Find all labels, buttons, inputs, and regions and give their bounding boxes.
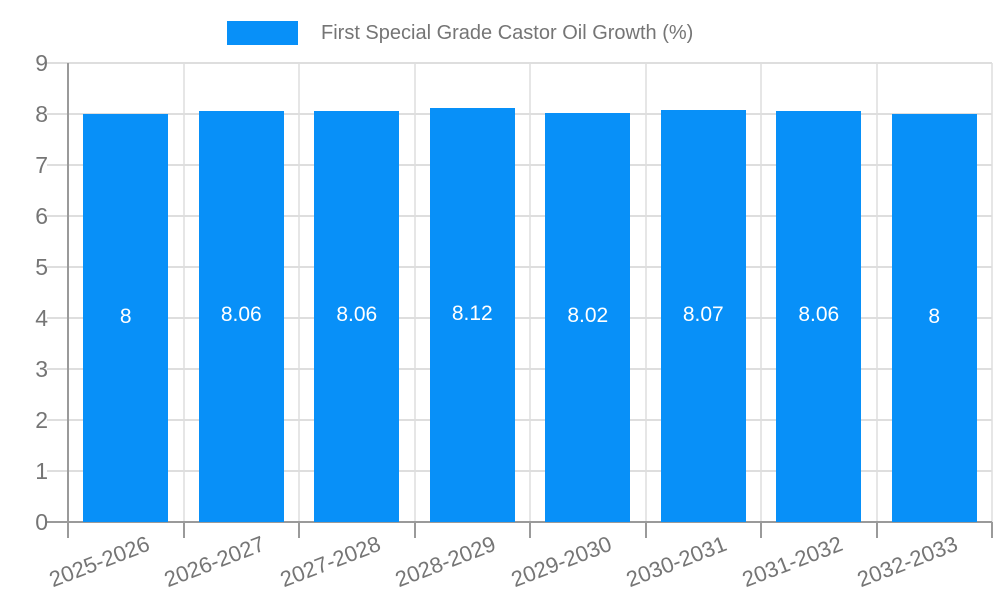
x-axis-tick	[529, 522, 531, 538]
bar-2029-2030[interactable]	[545, 112, 631, 522]
horizontal-gridline	[47, 62, 992, 64]
chart-legend[interactable]: First Special Grade Castor Oil Growth (%…	[227, 20, 693, 46]
bar-value-label: 8.12	[451, 301, 493, 325]
horizontal-gridline	[47, 113, 992, 115]
vertical-gridline	[529, 63, 531, 522]
bar-value-label: 8.02	[567, 304, 609, 328]
horizontal-gridline	[47, 419, 992, 421]
legend-swatch	[227, 21, 298, 45]
y-axis-tick-label: 8	[35, 101, 48, 127]
x-axis-tick	[644, 522, 647, 538]
bar-value-label: 8.07	[682, 303, 724, 327]
y-axis-tick-label: 7	[35, 152, 48, 178]
x-axis-tick	[760, 522, 762, 538]
horizontal-gridline	[47, 164, 992, 166]
bar-2025-2026[interactable]	[83, 114, 169, 522]
bar-2028-2029[interactable]	[429, 107, 515, 522]
bar-2026-2027[interactable]	[198, 110, 284, 522]
x-axis-tick	[991, 522, 993, 538]
bar-value-label: 8.06	[798, 303, 840, 327]
x-axis-baseline	[47, 521, 992, 523]
vertical-gridline	[875, 63, 878, 522]
y-axis-tick-label: 2	[35, 407, 48, 433]
y-axis-tick-label: 5	[35, 254, 48, 280]
x-axis-tick	[875, 522, 878, 538]
bar-value-label: 8.06	[220, 303, 262, 327]
x-axis-tick	[413, 522, 416, 538]
x-axis-tick	[182, 522, 185, 538]
bar-value-label: 8.06	[336, 303, 378, 327]
y-axis-tick-label: 9	[35, 50, 48, 76]
bar-value-label: 8	[119, 305, 132, 328]
bar-2027-2028[interactable]	[314, 110, 400, 522]
y-axis-tick-label: 3	[35, 356, 48, 382]
y-axis-tick-label: 0	[35, 509, 48, 535]
vertical-gridline	[644, 63, 647, 522]
y-axis-tick-label: 4	[35, 305, 48, 331]
vertical-gridline	[182, 63, 185, 522]
bar-2032-2033[interactable]	[891, 114, 977, 522]
bar-value-label: 8	[928, 305, 941, 328]
y-axis-line	[67, 63, 69, 538]
legend-label: First Special Grade Castor Oil Growth (%…	[321, 21, 694, 44]
vertical-gridline	[298, 63, 300, 522]
vertical-gridline	[413, 63, 416, 522]
horizontal-gridline	[47, 215, 992, 217]
horizontal-gridline	[47, 317, 992, 319]
x-axis-tick	[298, 522, 300, 538]
bar-2030-2031[interactable]	[660, 110, 746, 522]
vertical-gridline	[991, 63, 993, 522]
horizontal-gridline	[47, 368, 992, 370]
vertical-gridline	[760, 63, 762, 522]
y-axis-tick-label: 6	[35, 203, 48, 229]
bar-2031-2032[interactable]	[776, 110, 862, 522]
horizontal-gridline	[47, 266, 992, 268]
y-axis-tick-label: 1	[35, 458, 48, 484]
horizontal-gridline	[47, 470, 992, 472]
